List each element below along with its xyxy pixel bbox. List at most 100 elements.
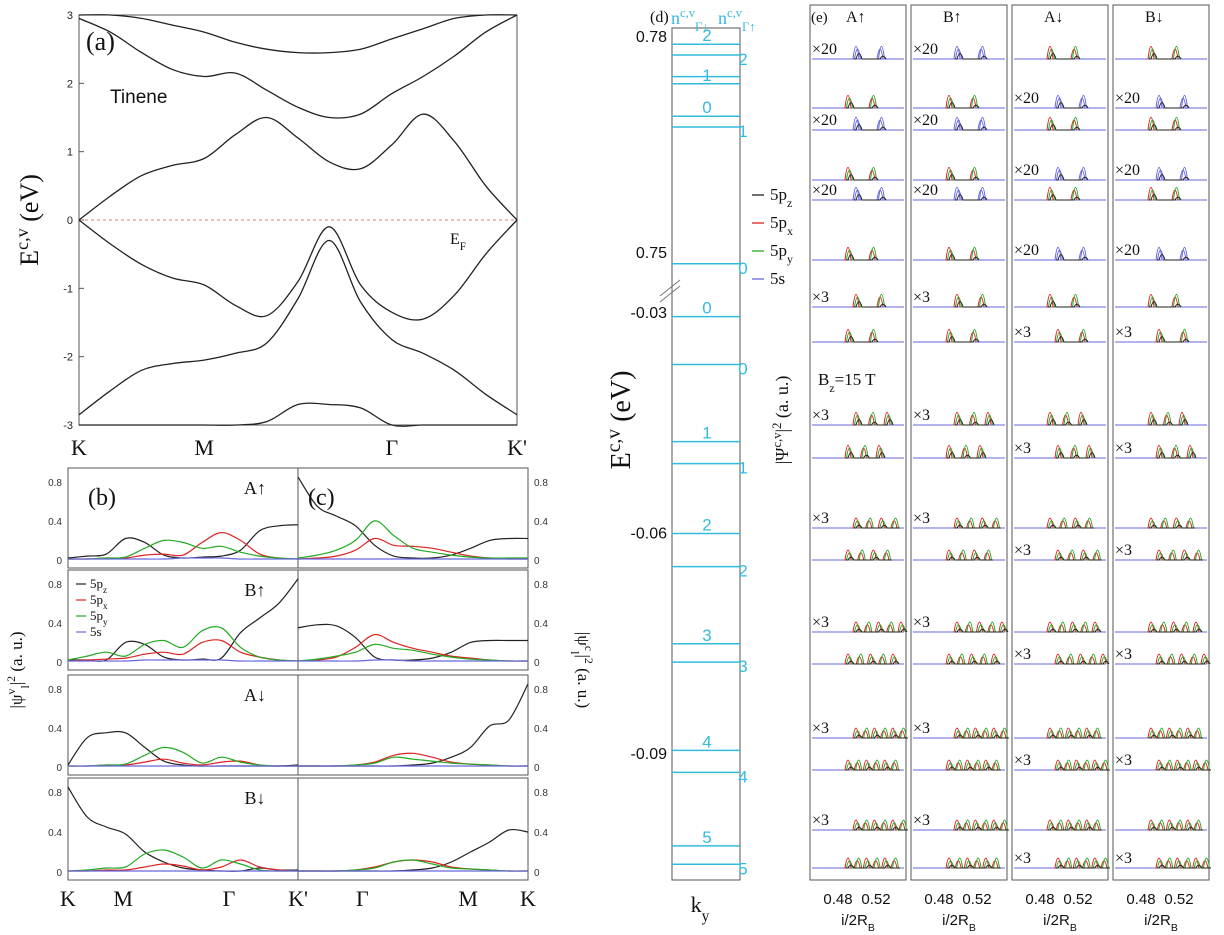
orbital-py-line <box>67 626 299 662</box>
wavefunction-curve <box>955 116 986 131</box>
wavefunction-curve <box>846 444 884 459</box>
wavefunction-curve <box>947 660 1001 665</box>
wavefunction-curve <box>955 419 995 426</box>
y-tick-label: 0.4 <box>534 828 548 839</box>
wavefunction-curve <box>846 857 899 869</box>
scale-label: ×20 <box>1115 90 1140 107</box>
y-tick-label: 0.78 <box>636 29 667 46</box>
y-axis-label-e: |Ψc,v|2 (a. u.) <box>770 376 793 465</box>
band-line <box>78 219 518 321</box>
x-axis-label-e: i/2RB <box>1144 912 1178 934</box>
wavefunction-curve <box>854 45 885 60</box>
y-tick-label: -0.06 <box>631 526 668 543</box>
wavefunction-curve <box>955 124 988 131</box>
wavefunction-curve <box>955 734 1009 739</box>
wavefunction-curve <box>846 452 886 459</box>
wavefunction-curve <box>846 102 879 109</box>
wavefunction-curve <box>846 174 879 181</box>
wavefunction-curve <box>1056 444 1094 459</box>
level-index-left: 1 <box>702 66 711 85</box>
x-tick-label: M <box>458 886 478 911</box>
wavefunction-curve <box>854 411 892 426</box>
axis-break <box>659 285 681 303</box>
wavefunction-curve <box>1048 419 1088 426</box>
wavefunction-curve <box>955 53 988 60</box>
wavefunction-curve <box>854 819 907 831</box>
panel-label-e: (e) <box>811 10 828 26</box>
wavefunction-curve <box>1157 864 1211 869</box>
wavefunction-curve <box>854 293 885 308</box>
wavefunction-curve <box>947 857 1000 869</box>
wavefunction-curve <box>1157 246 1188 261</box>
wavefunction-curve <box>846 759 899 771</box>
wavefunction-curve <box>1147 727 1201 739</box>
wavefunction-curve <box>953 293 985 308</box>
y-tick-label: 0.4 <box>48 619 62 630</box>
scale-label: ×20 <box>1014 242 1039 259</box>
column-frame <box>910 4 1008 881</box>
wavefunction-curve <box>1157 556 1203 561</box>
wavefunction-curve <box>1157 254 1190 261</box>
wavefunction-curve <box>844 94 876 109</box>
y-tick-label: -1 <box>63 283 73 295</box>
wavefunction-curve <box>854 727 907 739</box>
wavefunction-curve <box>1046 727 1100 739</box>
wavefunction-curve <box>1149 301 1182 308</box>
x-tick-label: Γ <box>385 435 398 460</box>
x-axis-label-e: i/2RB <box>942 912 976 934</box>
wavefunction-curve <box>1157 766 1211 771</box>
wavefunction-curve <box>1149 186 1180 201</box>
band-line <box>78 113 518 221</box>
scale-label: ×3 <box>812 720 829 737</box>
wavefunction-curve <box>1155 759 1209 771</box>
wavefunction-curve <box>1046 186 1078 201</box>
wavefunction-curve <box>947 166 978 181</box>
wavefunction-curve <box>852 45 884 60</box>
panel-d-frame <box>671 27 741 881</box>
wavefunction-curve <box>1147 116 1179 131</box>
panels-b-c: 0.8 0.8 0.4 0.4 0 0 A↑ 0.8 0.8 0.4 0.4 0 0 B↑ 0.8 0.8 0.… <box>4 467 596 911</box>
scale-label: ×3 <box>1014 646 1031 663</box>
wavefunction-curve <box>1046 819 1100 831</box>
wavefunction-curve <box>1157 102 1190 109</box>
scale-label: ×3 <box>812 614 829 631</box>
wavefunction-curve <box>854 124 887 131</box>
wavefunction-curve <box>1155 857 1209 869</box>
orbital-s-line <box>68 659 298 662</box>
wavefunction-curve <box>1048 186 1079 201</box>
wavefunction-curve <box>1147 186 1179 201</box>
scale-label: ×20 <box>913 182 938 199</box>
orbital-py-line <box>67 539 299 560</box>
wavefunction-curve <box>945 166 977 181</box>
wavefunction-curve <box>947 864 1001 869</box>
legend-label: 5px <box>90 592 108 611</box>
column-frame <box>1011 4 1109 881</box>
wavefunction-curve <box>945 857 999 869</box>
wavefunction-curve <box>1149 411 1187 426</box>
scale-label: ×20 <box>812 112 837 129</box>
wavefunction-curve <box>1048 819 1101 831</box>
y-tick-label: 0.4 <box>534 724 548 735</box>
orbital-pz-line <box>297 828 529 872</box>
x-tick-label: 0.48 <box>924 891 953 908</box>
wavefunction-curve <box>854 628 908 633</box>
wavefunction-curve <box>1054 759 1108 771</box>
wavefunction-curve <box>1056 246 1087 261</box>
wavefunction-curve <box>846 166 877 181</box>
wavefunction-curve <box>844 759 898 771</box>
column-frame <box>1112 4 1210 881</box>
wavefunction-curve <box>1048 411 1086 426</box>
wavefunction-curve <box>1048 293 1079 308</box>
y-tick-label: -3 <box>63 420 73 432</box>
wavefunction-curve <box>854 186 885 201</box>
wavefunction-curve <box>1056 254 1089 261</box>
wavefunction-curve <box>955 45 986 60</box>
wavefunction-curve <box>953 186 985 201</box>
wavefunction-curve <box>1054 166 1086 181</box>
scale-label: ×3 <box>913 614 930 631</box>
panel-a: 3 2 1 0 -1 -2 -3 K M Γ K' EF (a) Tinene Ec,v (eV) <box>12 10 527 460</box>
wavefunction-curve <box>955 819 1008 831</box>
wavefunction-curve <box>955 727 1008 739</box>
y-tick-label: 0.8 <box>48 788 62 799</box>
